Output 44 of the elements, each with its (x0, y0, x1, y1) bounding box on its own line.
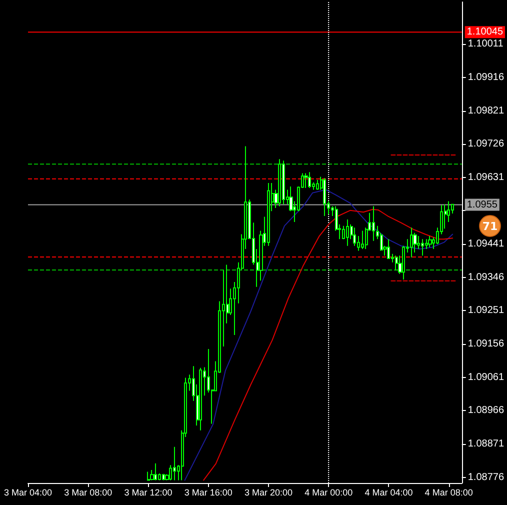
x-tick-label: 3 Mar 20:00 (244, 488, 292, 498)
y-tick-label: 1.09821 (468, 105, 504, 116)
y-tick-label: 1.09061 (468, 372, 504, 383)
y-tick-label: 1.08966 (468, 405, 504, 416)
y-tick-label: 1.10011 (468, 38, 504, 50)
candlestick (421, 238, 424, 256)
x-tick-label: 4 Mar 04:00 (364, 488, 413, 498)
y-tick-label: 1.09631 (468, 172, 504, 183)
ref-line-label: 1.0955 (466, 199, 498, 210)
candlestick (346, 219, 349, 246)
candlestick (353, 227, 356, 246)
candlestick (154, 462, 157, 481)
candlestick (304, 172, 308, 188)
x-tick-label: 3 Mar 08:00 (64, 488, 112, 498)
candlestick (278, 158, 281, 207)
x-tick-label: 4 Mar 00:00 (304, 488, 353, 498)
y-tick-label: 1.08776 (468, 472, 504, 483)
candlestick (428, 236, 432, 248)
candlestick (372, 206, 375, 242)
y-tick-label: 1.09346 (468, 272, 504, 283)
candlestick (308, 172, 311, 188)
candlestick (316, 179, 319, 190)
candlestick (387, 238, 390, 260)
candlestick (361, 230, 364, 250)
candlestick (282, 160, 285, 205)
candlestick (199, 367, 202, 431)
y-tick-label: 1.08871 (468, 438, 504, 450)
x-tick-label: 3 Mar 04:00 (4, 488, 52, 498)
y-tick-label: 1.09156 (468, 338, 504, 350)
x-tick-label: 3 Mar 16:00 (184, 488, 232, 498)
y-tick-label: 1.09916 (468, 72, 504, 83)
candlestick (410, 227, 413, 258)
candlestick (173, 446, 176, 481)
candlestick (162, 473, 165, 481)
y-tick-label: 1.09441 (468, 238, 504, 250)
y-tick-label: 1.09726 (468, 138, 504, 150)
x-tick-label: 4 Mar 08:00 (424, 488, 473, 498)
candlestick (267, 182, 270, 246)
candlestick (395, 255, 398, 271)
ref-line-label: 1.10045 (466, 26, 504, 38)
x-tick-label: 3 Mar 12:00 (124, 488, 172, 498)
candlestick (147, 471, 150, 481)
y-tick-label: 1.09251 (468, 305, 504, 316)
candlestick (323, 178, 326, 217)
